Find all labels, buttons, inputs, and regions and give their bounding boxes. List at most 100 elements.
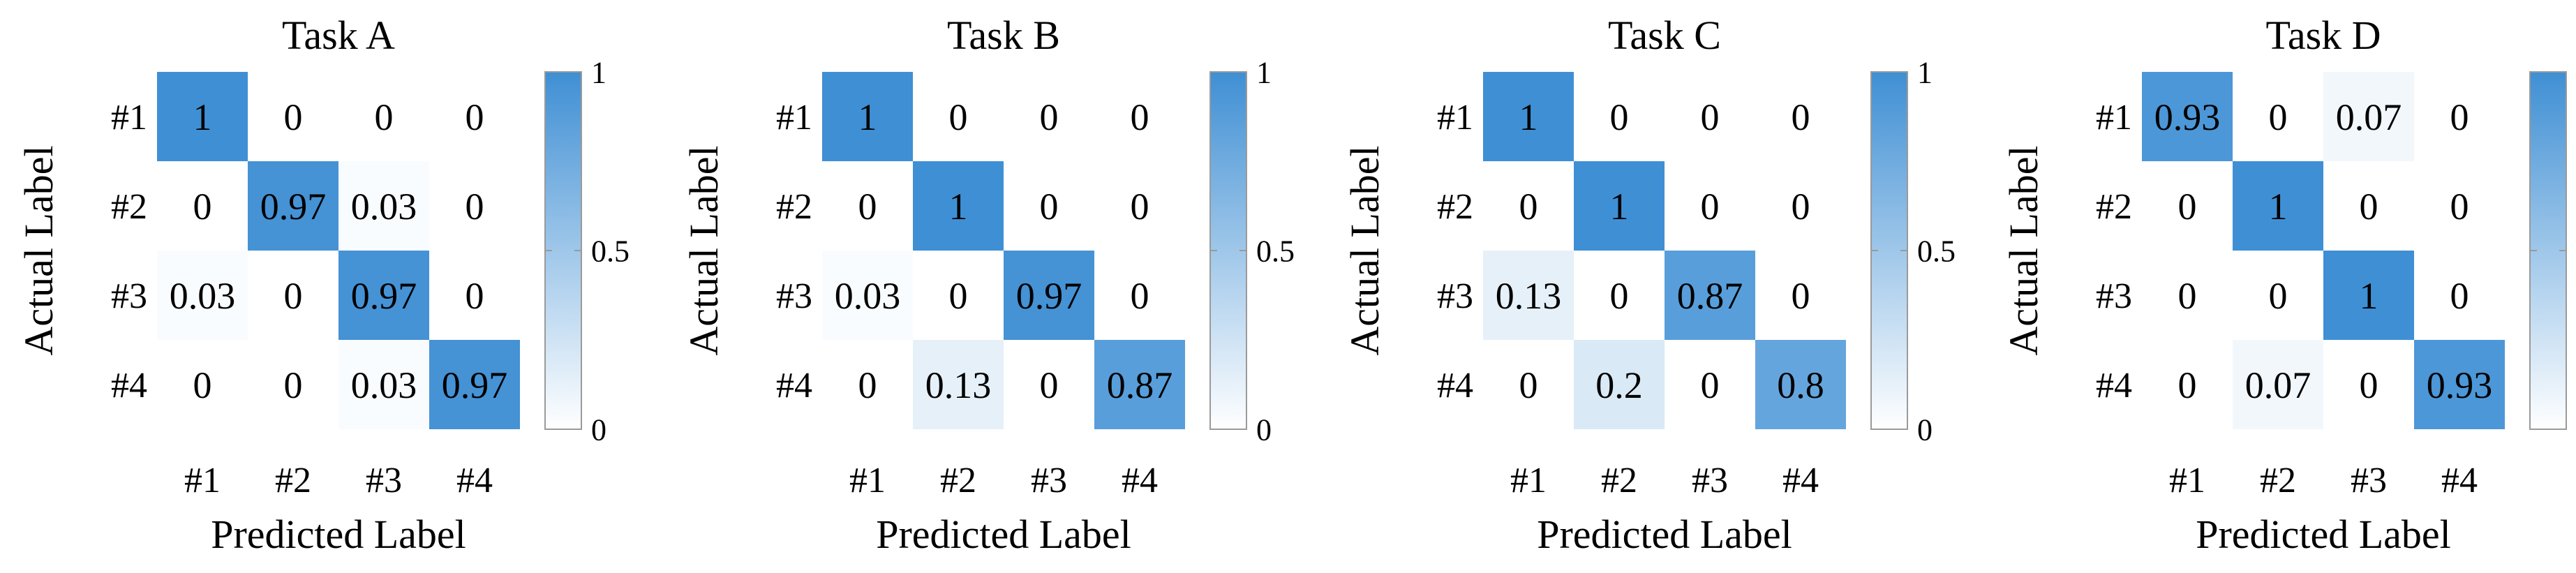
x-tick-label-2: #2 xyxy=(1601,461,1637,500)
heatmap-cell-r3-c3 xyxy=(1004,251,1094,340)
y-tick-label-1: #1 xyxy=(111,98,147,137)
heatmap-cell-r2-c1 xyxy=(157,161,248,251)
cell-value-label-r4-c1: 0 xyxy=(2178,364,2197,406)
cell-value-label-r4-c3: 0.03 xyxy=(351,364,417,406)
x-tick-label-4: #4 xyxy=(1122,461,1158,500)
heatmap-cell-r4-c2 xyxy=(1574,340,1665,429)
colorbar-tick-label-2: 0.5 xyxy=(1256,234,1295,268)
cell-value-label-r4-c4: 0.87 xyxy=(1107,364,1173,406)
heatmap-cell-r3-c2 xyxy=(248,251,338,340)
y-tick-label-4: #4 xyxy=(1437,366,1473,405)
x-tick-label-3: #3 xyxy=(2351,461,2387,500)
cell-value-label-r4-c3: 0 xyxy=(1040,364,1059,406)
colorbar-tick-label-1: 0 xyxy=(1256,412,1272,447)
x-tick-label-1: #1 xyxy=(184,461,221,500)
cell-value-label-r3-c2: 0 xyxy=(1610,275,1629,317)
x-tick-label-3: #3 xyxy=(366,461,402,500)
heatmap-cell-r2-c4 xyxy=(1094,161,1185,251)
heatmap-cell-r3-c4 xyxy=(2414,251,2505,340)
heatmap-cell-r3-c1 xyxy=(2142,251,2233,340)
heatmap-cell-r4-c4 xyxy=(1755,340,1846,429)
cell-value-label-r3-c2: 0 xyxy=(949,275,968,317)
heatmap-panel-2: Task B 1 0 0 0 0 1 0 0 0.03 0 0.97 0 0 0.13 0 0.87 #1 #2 #3… xyxy=(681,13,1295,557)
x-tick-label-1: #1 xyxy=(1510,461,1547,500)
heatmap-cell-r1-c2 xyxy=(913,72,1004,161)
cell-value-label-r2-c4: 0 xyxy=(2450,186,2469,228)
cell-value-label-r1-c2: 0 xyxy=(284,96,303,138)
cell-value-label-r2-c3: 0 xyxy=(2360,186,2378,228)
heatmap-cell-r3-c1 xyxy=(1483,251,1574,340)
heatmap-cell-r4-c4 xyxy=(2414,340,2505,429)
chart-title: Task C xyxy=(1608,13,1721,58)
heatmap-panel-4: Task D 0.93 0 0.07 0 0 1 0 0 0 0 1 0 0 0.07 0 0.93 #1 #2 #3… xyxy=(2001,13,2567,557)
cell-value-label-r4-c1: 0 xyxy=(858,364,877,406)
x-axis-label: Predicted Label xyxy=(1537,512,1792,557)
cell-value-label-r3-c1: 0 xyxy=(2178,275,2197,317)
heatmap-cell-r4-c3 xyxy=(2323,340,2414,429)
heatmap-cell-r1-c1 xyxy=(1483,72,1574,161)
cell-value-label-r2-c2: 1 xyxy=(1610,186,1629,228)
cell-value-label-r3-c2: 0 xyxy=(284,275,303,317)
x-axis-label: Predicted Label xyxy=(211,512,466,557)
colorbar-tick-label-2: 0.5 xyxy=(1917,234,1956,268)
heatmap-cell-r3-c1 xyxy=(822,251,913,340)
heatmap-cell-r4-c4 xyxy=(429,340,520,429)
cell-value-label-r3-c4: 0 xyxy=(2450,275,2469,317)
heatmap-cell-r4-c1 xyxy=(1483,340,1574,429)
heatmap-cell-r2-c1 xyxy=(1483,161,1574,251)
cell-value-label-r2-c3: 0.03 xyxy=(351,186,417,228)
heatmap-cell-r3-c4 xyxy=(1094,251,1185,340)
cell-value-label-r2-c1: 0 xyxy=(193,186,212,228)
y-tick-label-4: #4 xyxy=(776,366,812,405)
heatmap-cell-r2-c3 xyxy=(2323,161,2414,251)
y-tick-label-4: #4 xyxy=(2096,366,2132,405)
heatmap-cell-r3-c3 xyxy=(338,251,429,340)
heatmap-cell-r1-c3 xyxy=(1004,72,1094,161)
cell-value-label-r3-c4: 0 xyxy=(1131,275,1149,317)
cell-value-label-r2-c3: 0 xyxy=(1040,186,1059,228)
cell-value-label-r3-c3: 0.87 xyxy=(1677,275,1743,317)
cell-value-label-r1-c1: 0.93 xyxy=(2154,96,2221,138)
heatmap-cell-r1-c2 xyxy=(2233,72,2323,161)
cell-value-label-r1-c2: 0 xyxy=(1610,96,1629,138)
heatmap-cell-r2-c2 xyxy=(248,161,338,251)
cell-value-label-r4-c2: 0 xyxy=(284,364,303,406)
cell-value-label-r1-c3: 0 xyxy=(375,96,394,138)
heatmap-cell-r2-c3 xyxy=(338,161,429,251)
heatmap-cell-r2-c2 xyxy=(1574,161,1665,251)
x-tick-label-2: #2 xyxy=(2260,461,2296,500)
cell-value-label-r2-c4: 0 xyxy=(466,186,484,228)
x-tick-label-4: #4 xyxy=(2441,461,2478,500)
cell-value-label-r1-c4: 0 xyxy=(2450,96,2469,138)
y-tick-label-3: #3 xyxy=(1437,276,1473,316)
cell-value-label-r1-c3: 0.07 xyxy=(2336,96,2402,138)
heatmap-cell-r1-c3 xyxy=(1665,72,1755,161)
heatmap-cell-r3-c4 xyxy=(429,251,520,340)
heatmap-cell-r3-c2 xyxy=(1574,251,1665,340)
cell-value-label-r2-c4: 0 xyxy=(1131,186,1149,228)
heatmap-cell-r3-c2 xyxy=(2233,251,2323,340)
heatmap-cell-r1-c4 xyxy=(1094,72,1185,161)
chart-title: Task B xyxy=(947,13,1060,58)
cell-value-label-r1-c4: 0 xyxy=(466,96,484,138)
heatmap-cell-r4-c2 xyxy=(913,340,1004,429)
heatmap-cell-r3-c3 xyxy=(1665,251,1755,340)
heatmap-cell-r1-c2 xyxy=(248,72,338,161)
cell-value-label-r3-c1: 0.03 xyxy=(835,275,901,317)
heatmap-panel-3: Task C 1 0 0 0 0 1 0 0 0.13 0 0.87 0 0 0.2 0 0.8 #1 #2 #3 #4… xyxy=(1342,13,1956,557)
heatmap-cell-r3-c2 xyxy=(913,251,1004,340)
y-tick-label-2: #2 xyxy=(111,187,147,227)
cell-value-label-r2-c2: 1 xyxy=(2269,186,2288,228)
y-axis-label: Actual Label xyxy=(1342,145,1387,355)
colorbar-tick-label-1: 0 xyxy=(1917,412,1933,447)
cell-value-label-r4-c4: 0.8 xyxy=(1777,364,1824,406)
heatmap-cell-r2-c4 xyxy=(1755,161,1846,251)
cell-value-label-r3-c2: 0 xyxy=(2269,275,2288,317)
x-axis-label: Predicted Label xyxy=(2196,512,2451,557)
y-tick-label-3: #3 xyxy=(111,276,147,316)
heatmap-cell-r4-c2 xyxy=(248,340,338,429)
y-tick-label-3: #3 xyxy=(776,276,812,316)
cell-value-label-r1-c3: 0 xyxy=(1040,96,1059,138)
heatmap-cell-r1-c4 xyxy=(2414,72,2505,161)
